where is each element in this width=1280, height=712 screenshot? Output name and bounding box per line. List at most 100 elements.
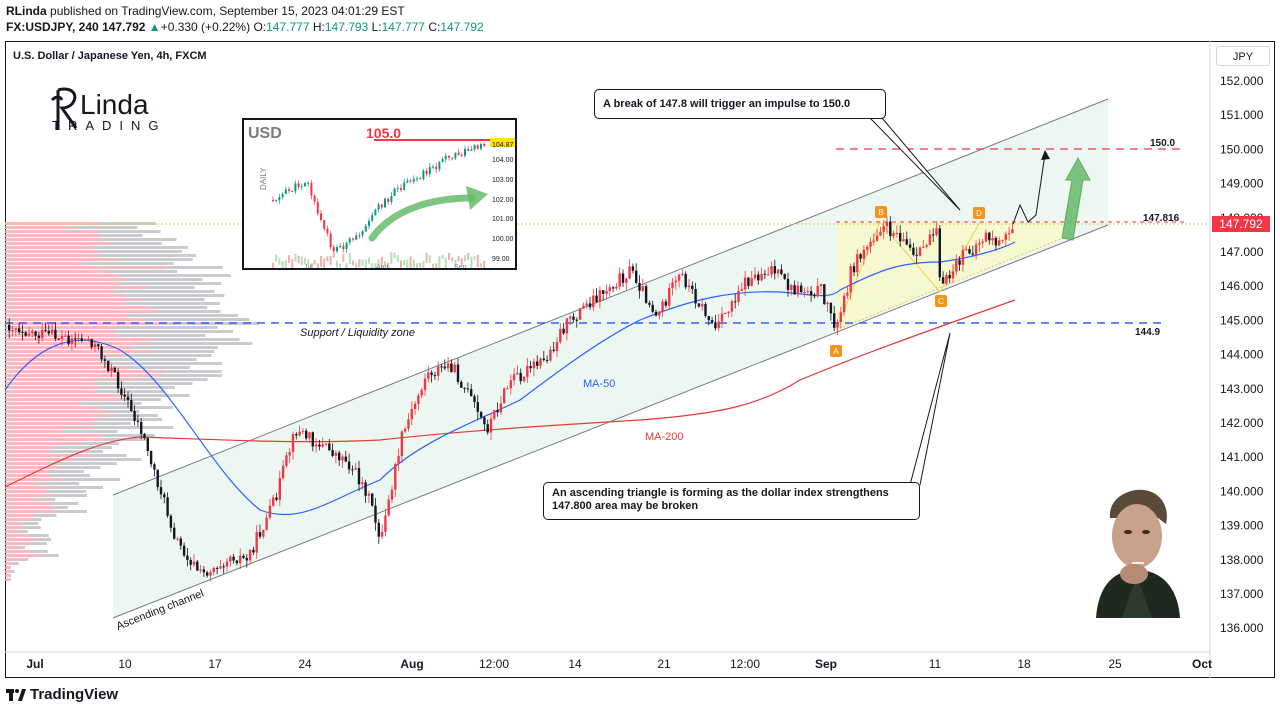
candle-body [80, 338, 83, 341]
inset-y-axis: 104.87 104.00 103.00 102.00 101.00 100.00 99.0… [492, 142, 514, 263]
candle-body [390, 489, 394, 500]
vp-bar-up [5, 458, 73, 461]
inset-body [464, 148, 466, 156]
vp-bar-down [97, 250, 182, 253]
candle-body [235, 560, 239, 564]
y-axis-label: 138.000 [1220, 553, 1264, 567]
candle-body [605, 290, 608, 294]
channel-upper-line[interactable] [112, 98, 1109, 496]
candle-body [21, 332, 24, 334]
vp-bar-down [12, 570, 15, 573]
candle-body [328, 443, 331, 451]
photo-cigarette [1132, 562, 1144, 564]
candle-body [951, 271, 955, 279]
candle-body [351, 469, 354, 471]
candle-body [816, 285, 819, 297]
inset-volume [368, 257, 370, 264]
vp-bar-down [52, 494, 88, 497]
inset-body [313, 195, 316, 202]
inset-x-label: Jul [304, 264, 313, 268]
candlesticks[interactable] [8, 216, 1014, 582]
vp-bar-down [24, 526, 41, 529]
candle-body [965, 249, 968, 251]
vp-bar-down [83, 262, 174, 265]
candle-body [179, 538, 182, 546]
inset-volume [307, 259, 310, 265]
candle-body [70, 338, 74, 344]
candle-body [219, 566, 222, 569]
candle-body [895, 232, 899, 234]
candle-body [661, 301, 664, 312]
ma-50-line[interactable] [4, 241, 1016, 516]
candle-body [780, 269, 783, 275]
candle-body [397, 456, 400, 464]
candle-body [852, 266, 856, 273]
inset-volume [483, 260, 486, 268]
inset-body [412, 179, 415, 182]
candle-body [206, 572, 209, 576]
vp-bar-down [95, 390, 165, 393]
candle-body [417, 395, 420, 404]
inset-volume [457, 256, 460, 262]
candle-body [905, 239, 908, 245]
vp-bar-down [81, 402, 142, 405]
vp-bar-up [5, 250, 98, 253]
inset-body [278, 197, 281, 201]
candle-body [11, 329, 14, 331]
vp-bar-up [5, 266, 167, 269]
candle-body [628, 266, 631, 279]
inset-volume [336, 260, 338, 268]
time-axis[interactable]: Jul 10 17 24 Aug 12:00 14 21 12:00 Sep 11 18 25 Oct [26, 657, 1212, 671]
vp-bar-up [5, 254, 100, 257]
candle-body [374, 505, 377, 523]
candle-body [169, 515, 173, 528]
candle-body [37, 335, 41, 338]
candle-body [542, 358, 545, 360]
inset-body [307, 182, 310, 184]
candle-body [74, 338, 77, 340]
vp-bar-up [5, 538, 39, 541]
candle-body [377, 522, 380, 537]
candle-body [918, 247, 922, 256]
candle-body [318, 444, 321, 447]
candle-body [486, 424, 489, 433]
vp-bar-down [94, 426, 174, 429]
currency-button[interactable]: JPY [1216, 46, 1270, 66]
candle-body [199, 569, 202, 571]
inset-volume [332, 252, 335, 258]
ma-200-line[interactable] [4, 299, 1016, 488]
candle-body [149, 451, 153, 465]
inset-body [320, 213, 322, 220]
inset-volume [393, 252, 396, 259]
candle-body [803, 292, 806, 294]
inset-body [409, 180, 412, 182]
vp-bar-up [5, 274, 120, 277]
candle-body [829, 302, 833, 314]
candle-body [394, 463, 397, 490]
candle-body [691, 285, 694, 290]
candle-body [681, 273, 684, 275]
price-axis[interactable]: 152.000151.000150.000149.000148.000147.0… [1209, 41, 1264, 678]
candle-body [862, 249, 866, 259]
vp-bar-down [166, 266, 223, 269]
candle-body [420, 389, 423, 396]
candle-body [97, 344, 100, 347]
candle-body [31, 331, 34, 334]
author-name[interactable]: RLinda [6, 4, 47, 18]
candle-body [499, 403, 503, 413]
inset-side-label: DAILY [259, 167, 268, 190]
candle-body [450, 363, 453, 373]
tradingview-brand[interactable]: TradingView [6, 686, 118, 703]
inset-body [342, 245, 345, 250]
inset-x-axis: Jul Aug Sep [304, 264, 467, 268]
candle-body [64, 335, 67, 337]
candle-body [945, 274, 948, 284]
inset-body [460, 154, 463, 156]
vp-bar-up [5, 518, 32, 521]
candle-body [308, 432, 311, 439]
open-label: O: [253, 20, 267, 34]
inset-body [470, 149, 473, 151]
vp-bar-up [5, 346, 133, 349]
inset-volume [444, 257, 447, 268]
